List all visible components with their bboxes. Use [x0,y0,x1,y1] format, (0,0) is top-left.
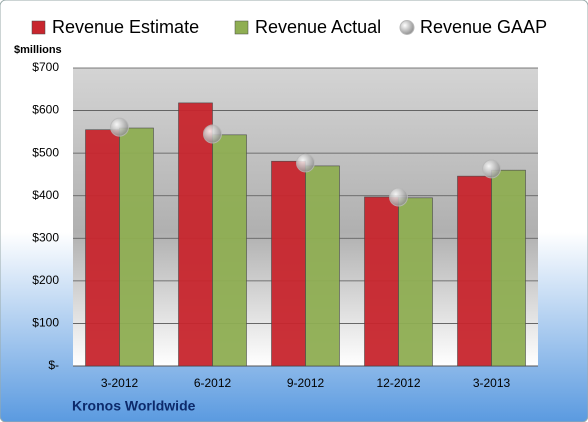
bar [178,102,213,367]
gaap-marker [110,117,129,137]
bar [398,197,433,367]
gaap-marker [482,159,501,179]
gaap-marker [389,187,408,207]
legend-swatch [399,20,415,35]
gaap-marker [296,153,315,173]
x-tick-label: 3-2013 [473,376,511,390]
bar [491,169,526,367]
y-tick-label: $600 [32,103,59,117]
legend-swatch [234,20,249,35]
bar [119,127,154,367]
x-tick-label: 3-2012 [101,376,139,390]
x-tick-label: 6-2012 [194,376,232,390]
bar [212,134,247,367]
x-tick-label: 12-2012 [376,376,420,390]
bar [364,196,399,367]
legend-label: Revenue Actual [255,17,381,37]
y-axis-label: $millions [14,44,62,56]
gaap-marker [203,124,222,144]
y-tick-label: $700 [32,60,59,74]
y-tick-label: $200 [32,273,59,287]
legend-swatch [31,20,46,35]
chart-title: Kronos Worldwide [72,398,196,414]
y-tick-label: $300 [32,230,59,244]
bar [271,160,306,367]
y-tick-label: $500 [32,145,59,159]
y-tick-label: $100 [32,316,59,330]
bar [457,175,492,367]
bar [305,165,340,367]
x-tick-label: 9-2012 [287,376,325,390]
y-tick-label: $- [48,358,59,372]
bar [85,129,120,367]
legend-label: Revenue GAAP [420,17,547,37]
legend-label: Revenue Estimate [52,17,199,37]
y-tick-label: $400 [32,188,59,202]
